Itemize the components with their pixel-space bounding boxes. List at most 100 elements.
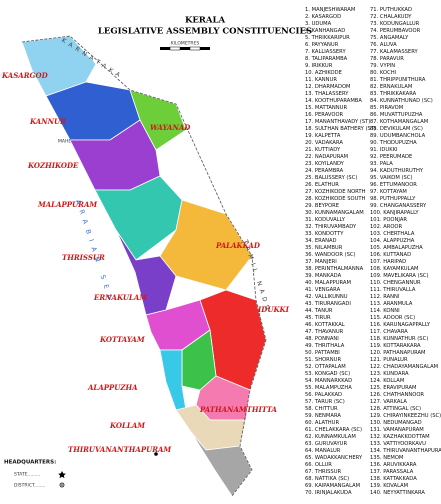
constituency-entry: 119. KOTTARAKARA (370, 343, 421, 349)
constituency-entry: 58. CHITTUR (305, 406, 338, 412)
scale-segment (200, 47, 210, 50)
constituency-entry: 132. KAZHAKKOOTTAM (370, 434, 430, 440)
legend-item: STATE......... (14, 472, 40, 478)
district-label: ALAPPUZHA (87, 383, 138, 392)
constituency-entry: 95. VAIKOM (SC) (370, 175, 412, 181)
legend-title: HEADQUARTERS: (4, 460, 56, 466)
scale-segment (189, 46, 201, 51)
constituency-entry: 47. THAVANUR (305, 329, 344, 335)
constituency-entry: 88. DEVIKULAM (SC) (370, 126, 423, 132)
constituency-entry: 118. KUNNATHUR (SC) (370, 336, 428, 342)
constituency-entry: 67. THRISSUR (305, 469, 341, 475)
constituency-entry: 62. KUNNAMKULAM (305, 434, 356, 440)
constituency-entry: 41. VENGARA (305, 287, 341, 293)
constituency-entry: 109. MAVELIKARA (SC) (370, 273, 429, 279)
constituency-entry: 61. CHELAKKARA (SC) (305, 427, 362, 433)
constituency-entry: 17. MANANTHAVADY (ST) (305, 119, 370, 125)
constituency-entry: 13. THALASSERY (305, 91, 349, 97)
constituency-entry: 48. PONNANI (305, 336, 339, 342)
constituency-entry: 37. MANJERI (305, 259, 337, 265)
constituency-entry: 79. VYPIN (370, 63, 395, 69)
constituency-entry: 137. PARASSALA (370, 469, 414, 475)
constituency-entry: 134. THIRUVANANTHAPURAM (370, 448, 441, 454)
constituency-entry: 57. TARUR (SC) (305, 399, 345, 405)
constituency-entry: 63. GURUVAYUR (305, 441, 347, 447)
constituency-entry: 73. KODUNGALLUR (370, 21, 420, 27)
constituency-entry: 91. IDUKKI (370, 147, 398, 153)
constituency-entry: 12. DHARMADOM (305, 84, 351, 90)
constituency-entry: 140. NEYYATTINKARA (370, 490, 425, 496)
constituency-entry: 121. PUNALUR (370, 357, 408, 363)
constituency-entry: 129. CHIRAYINKEEZHU (SC) (370, 413, 441, 419)
district-area (115, 229, 177, 316)
district-label: MALAPPURAM (37, 200, 97, 209)
constituency-entry: 49. THRITHALA (305, 343, 345, 349)
constituency-entry: 51. SHORNUR (305, 357, 341, 363)
constituency-entry: 38. PERINTHALMANNA (305, 266, 364, 272)
constituency-entry: 40. MALAPPURAM (305, 280, 351, 286)
constituency-entry: 82. ERNAKULAM (370, 84, 412, 90)
constituency-entry: 126. CHATHANNOOR (370, 392, 424, 398)
district-label: IDUKKI (257, 305, 290, 314)
constituency-entry: 30. KUNNAMANGALAM (305, 210, 364, 216)
constituency-entry: 135. NEMOM (370, 455, 403, 461)
constituency-entry: 19. KALPETTA (305, 133, 341, 139)
constituency-entry: 85. PIRAVOM (370, 105, 403, 111)
constituency-entry: 16. PERAVOOR (305, 112, 344, 118)
constituency-entry: 10. AZHIKODE (305, 70, 342, 76)
constituency-entry: 24. PERAMBRA (305, 168, 344, 174)
constituency-entry: 107. HARIPAD (370, 259, 406, 265)
hq-marker (154, 452, 158, 456)
constituency-entry: 123. KUNDARA (370, 371, 409, 377)
constituency-entry: 3. UDUMA (305, 21, 332, 27)
constituency-entry: 28. KOZHIKODE SOUTH (305, 196, 366, 202)
constituency-entry: 103. CHERTHALA (370, 231, 415, 237)
constituency-entry: 93. PALA (370, 161, 393, 167)
constituency-entry: 35. NILAMBUR (305, 245, 343, 251)
constituency-entry: 87. KOTHAMANGALAM (370, 119, 428, 125)
district-label: KASARGOD (1, 71, 49, 80)
constituency-entry: 50. PATTAMBI (305, 350, 340, 356)
constituency-entry: 78. PARAVUR (370, 56, 404, 62)
constituency-entry: 108. KAYAMKULAM (370, 266, 419, 272)
constituency-entry: 100. KANJIRAPALLY (370, 210, 419, 216)
constituency-entry: 114. KONNI (370, 308, 400, 314)
constituency-entry: 125. ERAVIPURAM (370, 385, 417, 391)
constituency-entry: 102. AROOR (370, 224, 403, 230)
district-label: KOZHIKODE (27, 161, 79, 170)
constituency-entry: 101. POONJAR (370, 217, 407, 223)
constituency-entry: 9. IRIKKUR (305, 63, 333, 69)
map-subtitle: LEGISLATIVE ASSEMBLY CONSTITUENCIES (98, 27, 312, 37)
constituency-entry: 53. KONGAD (SC) (305, 371, 350, 377)
constituency-entry: 111. THIRUVALLA (370, 287, 416, 293)
constituency-entry: 7. KALLIASSERY (305, 49, 346, 55)
constituency-entry: 127. VARKALA (370, 399, 407, 405)
constituency-entry: 81. THRIPPUNITHURA (370, 77, 426, 83)
constituency-entry: 112. RANNI (370, 294, 400, 300)
constituency-entry: 25. BALUSSERY (SC) (305, 175, 357, 181)
constituency-entry: 42. VALLIKUNNU (305, 294, 348, 300)
constituency-entry: 4. KANHANGAD (305, 28, 345, 34)
constituency-entry: 133. VATTIYOORKAVU (370, 441, 426, 447)
constituency-entry: 44. TANUR (305, 308, 333, 314)
constituency-entry: 136. ARUVIKKARA (370, 462, 417, 468)
constituency-entry: 34. ERANAD (305, 238, 337, 244)
constituency-entry: 33. KONDOTTY (305, 231, 344, 237)
constituency-entry: 20. VADAKARA (305, 140, 343, 146)
constituency-entry: 128. ATTINGAL (SC) (370, 406, 421, 412)
constituency-entry: 90. THODUPUZHA (370, 140, 417, 146)
constituency-entry: 55. MALAMPUZHA (305, 385, 352, 391)
constituency-entry: 84. KUNNATHUNAD (SC) (370, 98, 433, 104)
constituency-entry: 92. PEERUMADE (370, 154, 412, 160)
constituency-entry: 46. KOTTAKKAL (305, 322, 345, 328)
district-label: THRISSUR (62, 253, 105, 262)
map-title: KERALA (185, 16, 226, 26)
constituency-entry: 117. CHAVARA (370, 329, 408, 335)
district-label: KOLLAM (109, 421, 145, 430)
constituency-entry: 26. ELATHUR (305, 182, 339, 188)
constituency-entry: 8. TALIPARAMBA (305, 56, 348, 62)
enclave-label: MAHE (58, 139, 71, 145)
constituency-entry: 99. CHANGANASSERY (370, 203, 427, 209)
